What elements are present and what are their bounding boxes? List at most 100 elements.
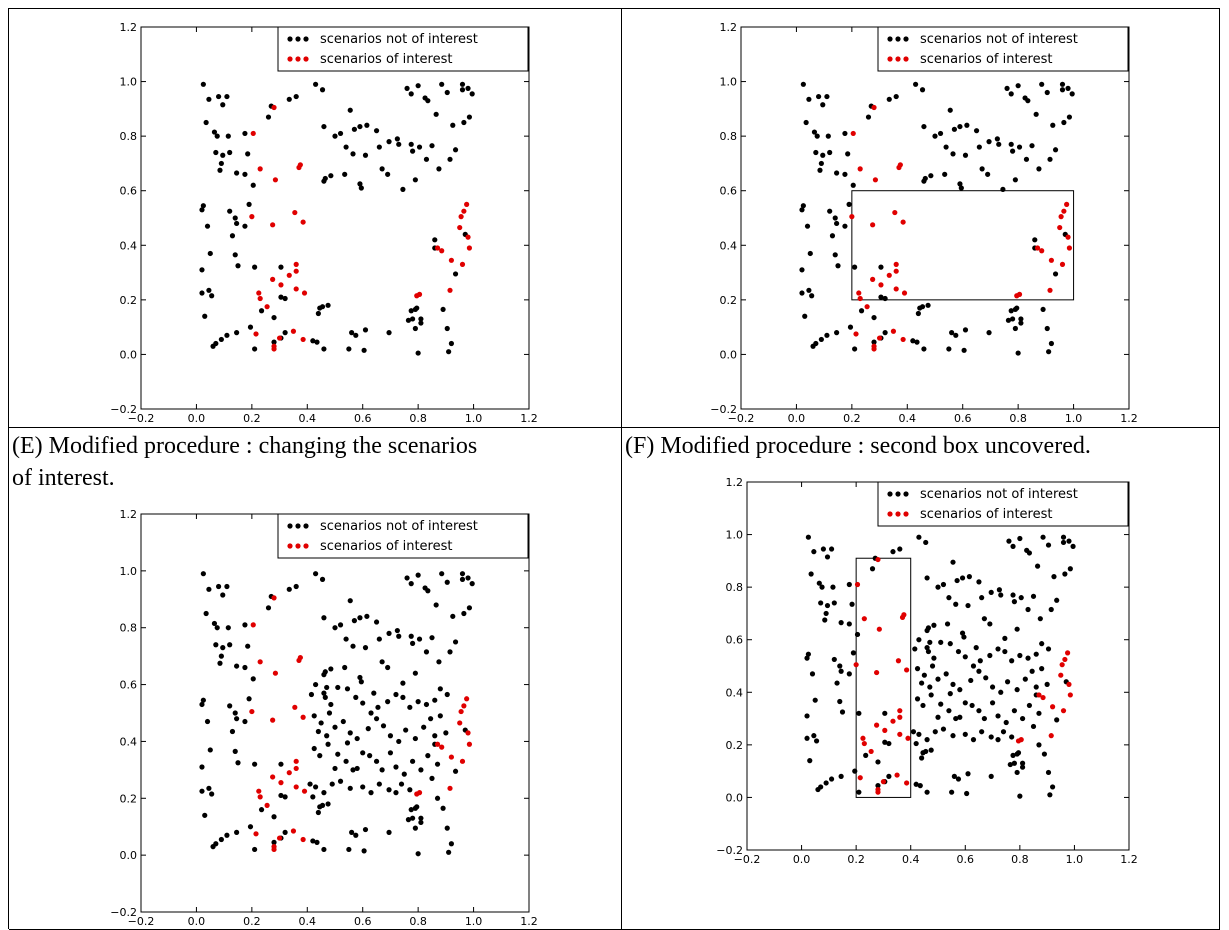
point-not-of-interest — [213, 642, 219, 648]
point-not-of-interest — [1052, 147, 1059, 153]
point-not-of-interest — [820, 152, 826, 158]
point-of-interest — [857, 775, 863, 781]
point-of-interest — [1062, 656, 1068, 663]
point-not-of-interest — [834, 330, 840, 336]
point-of-interest — [464, 696, 470, 702]
point-not-of-interest — [313, 784, 319, 790]
point-not-of-interest — [846, 581, 852, 588]
point-not-of-interest — [964, 122, 970, 128]
point-not-of-interest — [970, 663, 977, 669]
point-not-of-interest — [927, 639, 933, 645]
legend-marker-not-of-interest — [295, 523, 301, 529]
point-not-of-interest — [1014, 626, 1020, 632]
point-not-of-interest — [432, 697, 438, 703]
point-not-of-interest — [340, 718, 346, 725]
point-not-of-interest — [931, 622, 937, 628]
point-of-interest — [250, 622, 256, 628]
point-of-interest — [249, 708, 255, 715]
point-of-interest — [300, 714, 306, 720]
point-not-of-interest — [1048, 340, 1054, 347]
point-not-of-interest — [962, 700, 968, 706]
point-of-interest — [900, 336, 906, 343]
legend-label-of-interest: scenarios of interest — [920, 52, 1052, 67]
point-of-interest — [447, 287, 453, 293]
point-not-of-interest — [459, 571, 466, 577]
legend-label-not-of-interest: scenarios not of interest — [920, 32, 1078, 47]
point-not-of-interest — [1069, 91, 1075, 97]
point-not-of-interest — [436, 659, 442, 665]
point-not-of-interest — [981, 715, 987, 722]
x-tick-label: 0.6 — [354, 915, 372, 928]
point-of-interest — [1061, 208, 1067, 214]
point-not-of-interest — [227, 208, 233, 214]
point-not-of-interest — [830, 584, 836, 590]
point-not-of-interest — [824, 554, 831, 560]
point-not-of-interest — [950, 681, 956, 687]
point-not-of-interest — [321, 123, 327, 130]
point-not-of-interest — [425, 753, 431, 759]
point-not-of-interest — [347, 107, 353, 113]
point-not-of-interest — [983, 675, 989, 681]
point-not-of-interest — [200, 81, 206, 87]
point-not-of-interest — [913, 781, 919, 787]
point-not-of-interest — [1017, 535, 1023, 542]
point-of-interest — [1040, 694, 1046, 701]
legend-marker-of-interest — [887, 511, 893, 517]
point-of-interest — [257, 295, 263, 302]
point-not-of-interest — [943, 671, 949, 677]
point-not-of-interest — [213, 340, 219, 347]
point-not-of-interest — [199, 764, 205, 770]
point-not-of-interest — [976, 579, 982, 585]
point-not-of-interest — [353, 832, 359, 838]
point-of-interest — [434, 741, 441, 747]
point-of-interest — [256, 788, 262, 794]
point-not-of-interest — [217, 167, 223, 173]
point-not-of-interest — [229, 728, 236, 735]
point-not-of-interest — [433, 602, 439, 608]
point-not-of-interest — [375, 704, 381, 710]
point-not-of-interest — [1010, 592, 1016, 598]
point-of-interest — [890, 328, 897, 334]
point-not-of-interest — [246, 696, 252, 702]
point-not-of-interest — [347, 598, 353, 604]
point-of-interest — [899, 614, 906, 620]
legend-box — [877, 481, 1129, 527]
point-not-of-interest — [373, 619, 380, 625]
point-not-of-interest — [804, 223, 811, 229]
point-not-of-interest — [1025, 606, 1031, 613]
y-tick-label: 0.6 — [120, 185, 138, 198]
legend-marker-not-of-interest — [895, 36, 901, 42]
point-not-of-interest — [800, 81, 806, 87]
point-of-interest — [1059, 662, 1065, 668]
point-not-of-interest — [444, 825, 450, 831]
point-not-of-interest — [317, 753, 323, 759]
point-of-interest — [895, 658, 902, 664]
point-not-of-interest — [317, 305, 323, 311]
point-not-of-interest — [951, 126, 957, 132]
point-not-of-interest — [203, 610, 209, 617]
point-not-of-interest — [979, 166, 985, 172]
y-tick-label: 0.8 — [120, 622, 138, 635]
point-not-of-interest — [344, 740, 351, 746]
point-not-of-interest — [878, 264, 884, 270]
point-not-of-interest — [332, 765, 338, 772]
point-of-interest — [439, 248, 445, 254]
point-of-interest — [271, 343, 277, 349]
point-not-of-interest — [994, 136, 1000, 142]
point-not-of-interest — [953, 332, 959, 338]
point-not-of-interest — [199, 290, 205, 296]
point-not-of-interest — [429, 143, 435, 149]
point-not-of-interest — [1044, 681, 1050, 687]
point-not-of-interest — [957, 687, 963, 693]
point-not-of-interest — [1009, 734, 1015, 740]
point-not-of-interest — [1010, 752, 1016, 758]
point-of-interest — [293, 758, 299, 764]
point-not-of-interest — [1054, 597, 1060, 603]
point-not-of-interest — [293, 93, 299, 100]
point-not-of-interest — [393, 764, 399, 770]
point-not-of-interest — [214, 625, 220, 631]
caption-e-line1: (E) Modified procedure : changing the sc… — [12, 433, 478, 459]
x-tick-label: −0.2 — [728, 412, 755, 423]
point-of-interest — [1059, 261, 1066, 267]
y-tick-label: 0.8 — [720, 130, 738, 143]
